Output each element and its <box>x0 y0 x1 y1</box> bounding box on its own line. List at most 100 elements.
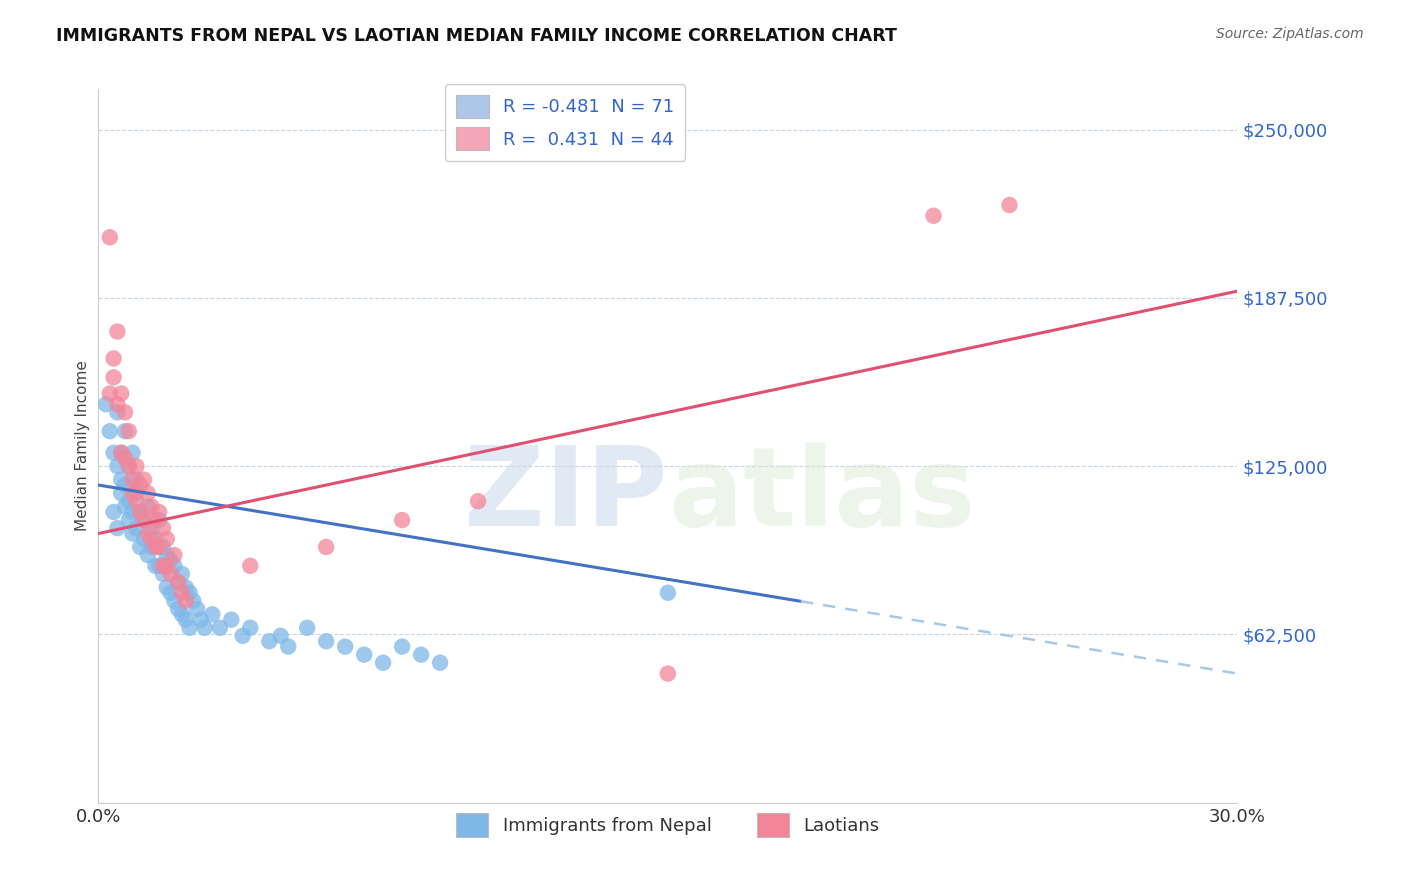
Text: ZIP: ZIP <box>464 442 668 549</box>
Point <box>145 558 167 573</box>
Point <box>371 656 394 670</box>
Point <box>110 386 132 401</box>
Point <box>141 532 163 546</box>
Point <box>98 386 121 401</box>
Point <box>174 613 197 627</box>
Point <box>152 566 174 581</box>
Y-axis label: Median Family Income: Median Family Income <box>75 360 90 532</box>
Point <box>467 494 489 508</box>
Point <box>125 521 148 535</box>
Text: IMMIGRANTS FROM NEPAL VS LAOTIAN MEDIAN FAMILY INCOME CORRELATION CHART: IMMIGRANTS FROM NEPAL VS LAOTIAN MEDIAN … <box>56 27 897 45</box>
Point <box>141 500 163 514</box>
Point <box>98 230 121 244</box>
Point <box>107 521 129 535</box>
Point <box>129 478 152 492</box>
Point <box>239 558 262 573</box>
Point <box>132 513 155 527</box>
Point <box>121 505 143 519</box>
Point <box>110 486 132 500</box>
Point <box>110 446 132 460</box>
Text: Source: ZipAtlas.com: Source: ZipAtlas.com <box>1216 27 1364 41</box>
Point <box>159 566 181 581</box>
Point <box>159 553 181 567</box>
Point <box>152 558 174 573</box>
Point <box>118 494 141 508</box>
Point <box>277 640 299 654</box>
Point <box>136 548 159 562</box>
Point <box>114 424 136 438</box>
Legend: Immigrants from Nepal, Laotians: Immigrants from Nepal, Laotians <box>449 806 887 844</box>
Point <box>232 629 254 643</box>
Point <box>114 405 136 419</box>
Point <box>163 558 186 573</box>
Point <box>118 459 141 474</box>
Point <box>145 513 167 527</box>
Point <box>259 634 281 648</box>
Point <box>174 580 197 594</box>
Point <box>170 586 193 600</box>
Point <box>114 478 136 492</box>
Point <box>163 594 186 608</box>
Point <box>118 424 141 438</box>
Point <box>998 198 1021 212</box>
Point <box>159 586 181 600</box>
Point <box>148 513 170 527</box>
Point <box>125 473 148 487</box>
Point <box>201 607 224 622</box>
Point <box>186 602 208 616</box>
Point <box>145 532 167 546</box>
Point <box>148 558 170 573</box>
Point <box>132 532 155 546</box>
Point <box>353 648 375 662</box>
Point <box>136 486 159 500</box>
Point <box>411 648 433 662</box>
Point <box>121 473 143 487</box>
Point <box>125 494 148 508</box>
Point <box>148 505 170 519</box>
Point <box>922 209 945 223</box>
Point <box>114 500 136 514</box>
Point <box>94 397 117 411</box>
Point <box>118 459 141 474</box>
Point <box>152 521 174 535</box>
Point <box>167 602 190 616</box>
Point <box>107 397 129 411</box>
Point <box>657 666 679 681</box>
Point <box>98 424 121 438</box>
Point <box>194 621 217 635</box>
Point <box>103 505 125 519</box>
Point <box>132 513 155 527</box>
Point <box>221 613 243 627</box>
Point <box>121 526 143 541</box>
Point <box>167 574 190 589</box>
Point <box>156 548 179 562</box>
Point <box>156 532 179 546</box>
Point <box>103 351 125 366</box>
Point <box>129 505 152 519</box>
Point <box>167 574 190 589</box>
Point <box>107 325 129 339</box>
Point <box>110 473 132 487</box>
Point <box>136 500 159 514</box>
Point <box>170 566 193 581</box>
Text: atlas: atlas <box>668 442 976 549</box>
Point <box>148 540 170 554</box>
Point <box>657 586 679 600</box>
Point <box>107 459 129 474</box>
Point <box>335 640 357 654</box>
Point <box>118 513 141 527</box>
Point <box>103 370 125 384</box>
Point <box>141 540 163 554</box>
Point <box>183 594 205 608</box>
Point <box>121 446 143 460</box>
Point <box>129 505 152 519</box>
Point <box>391 640 413 654</box>
Point <box>315 634 337 648</box>
Point <box>129 540 152 554</box>
Point <box>179 586 201 600</box>
Point <box>125 459 148 474</box>
Point <box>429 656 451 670</box>
Point <box>136 526 159 541</box>
Point <box>391 513 413 527</box>
Point <box>315 540 337 554</box>
